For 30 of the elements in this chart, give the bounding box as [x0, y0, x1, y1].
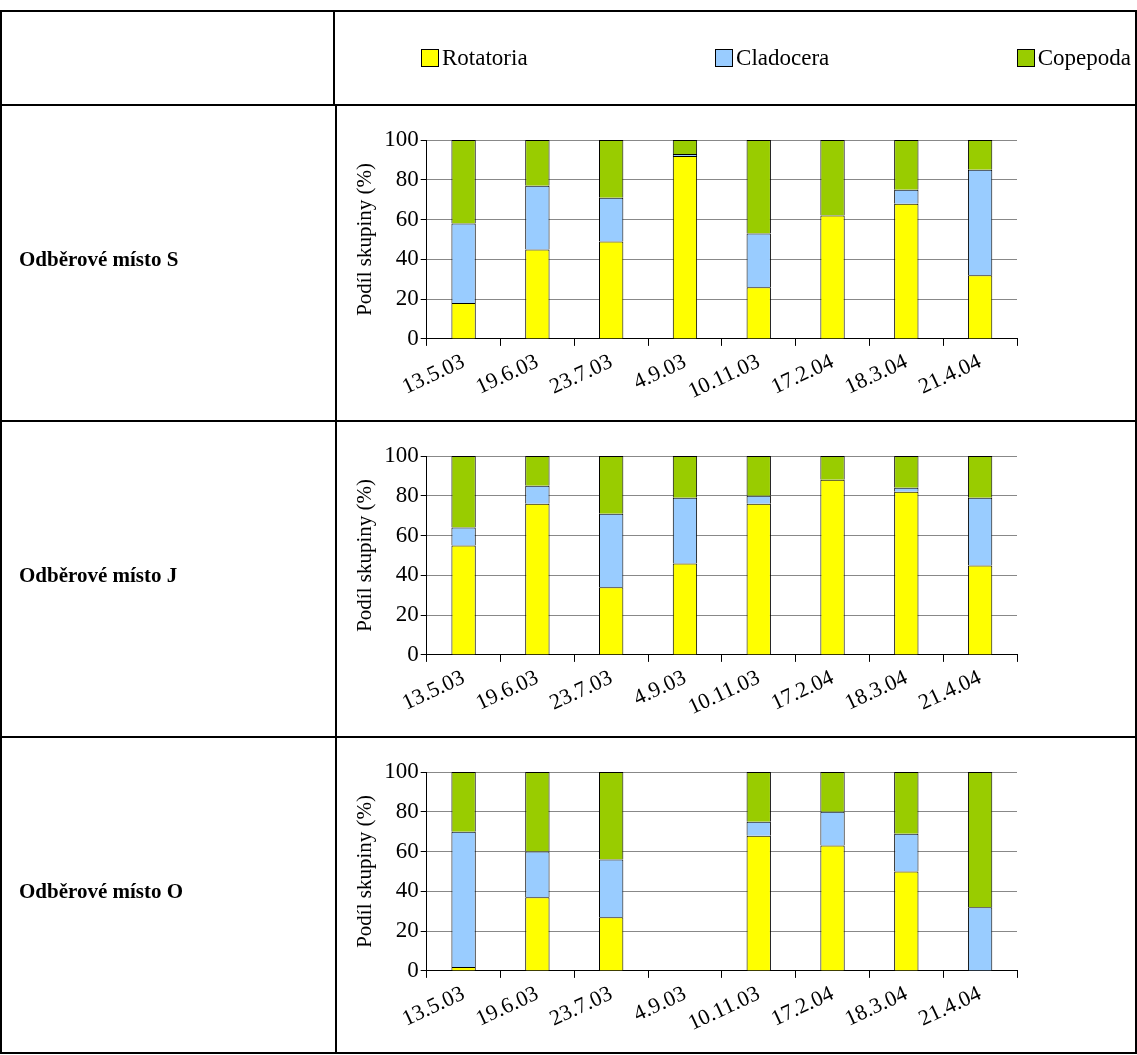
y-tick-label: 40 [395, 877, 419, 903]
y-tick-label: 60 [395, 205, 419, 231]
legend-label: Rotatoria [441, 45, 528, 71]
y-tick-label: 100 [384, 126, 419, 152]
y-axis-title: Podíl skupiny (%) [352, 479, 377, 632]
legend-label: Cladocera [735, 45, 830, 71]
x-tick-label: 4.9.03 [629, 347, 690, 394]
y-tick-label: 20 [395, 917, 419, 943]
y-tick-label: 40 [395, 561, 419, 587]
y-tick-label: 0 [407, 324, 419, 350]
y-tick-label: 0 [407, 956, 419, 982]
y-tick-label: 20 [395, 285, 419, 311]
text: Odběrové místo J [19, 563, 178, 588]
text: Odběrové místo S [19, 247, 179, 272]
y-axis-title: Podíl skupiny (%) [352, 163, 377, 316]
y-tick-label: 20 [395, 601, 419, 627]
y-tick-label: 100 [384, 442, 419, 468]
y-tick-label: 100 [384, 758, 419, 784]
y-tick-label: 80 [395, 481, 419, 507]
y-tick-label: 0 [407, 640, 419, 666]
y-axis-title: Podíl skupiny (%) [352, 795, 377, 948]
x-tick-label: 4.9.03 [629, 663, 690, 710]
x-tick-label: 4.9.03 [629, 979, 690, 1026]
y-tick-label: 60 [395, 837, 419, 863]
legend-label: Copepoda [1036, 45, 1131, 71]
y-tick-label: 80 [395, 165, 419, 191]
text: Odběrové místo O [19, 879, 184, 904]
y-tick-label: 80 [395, 797, 419, 823]
y-tick-label: 60 [395, 521, 419, 547]
y-tick-label: 40 [395, 245, 419, 271]
